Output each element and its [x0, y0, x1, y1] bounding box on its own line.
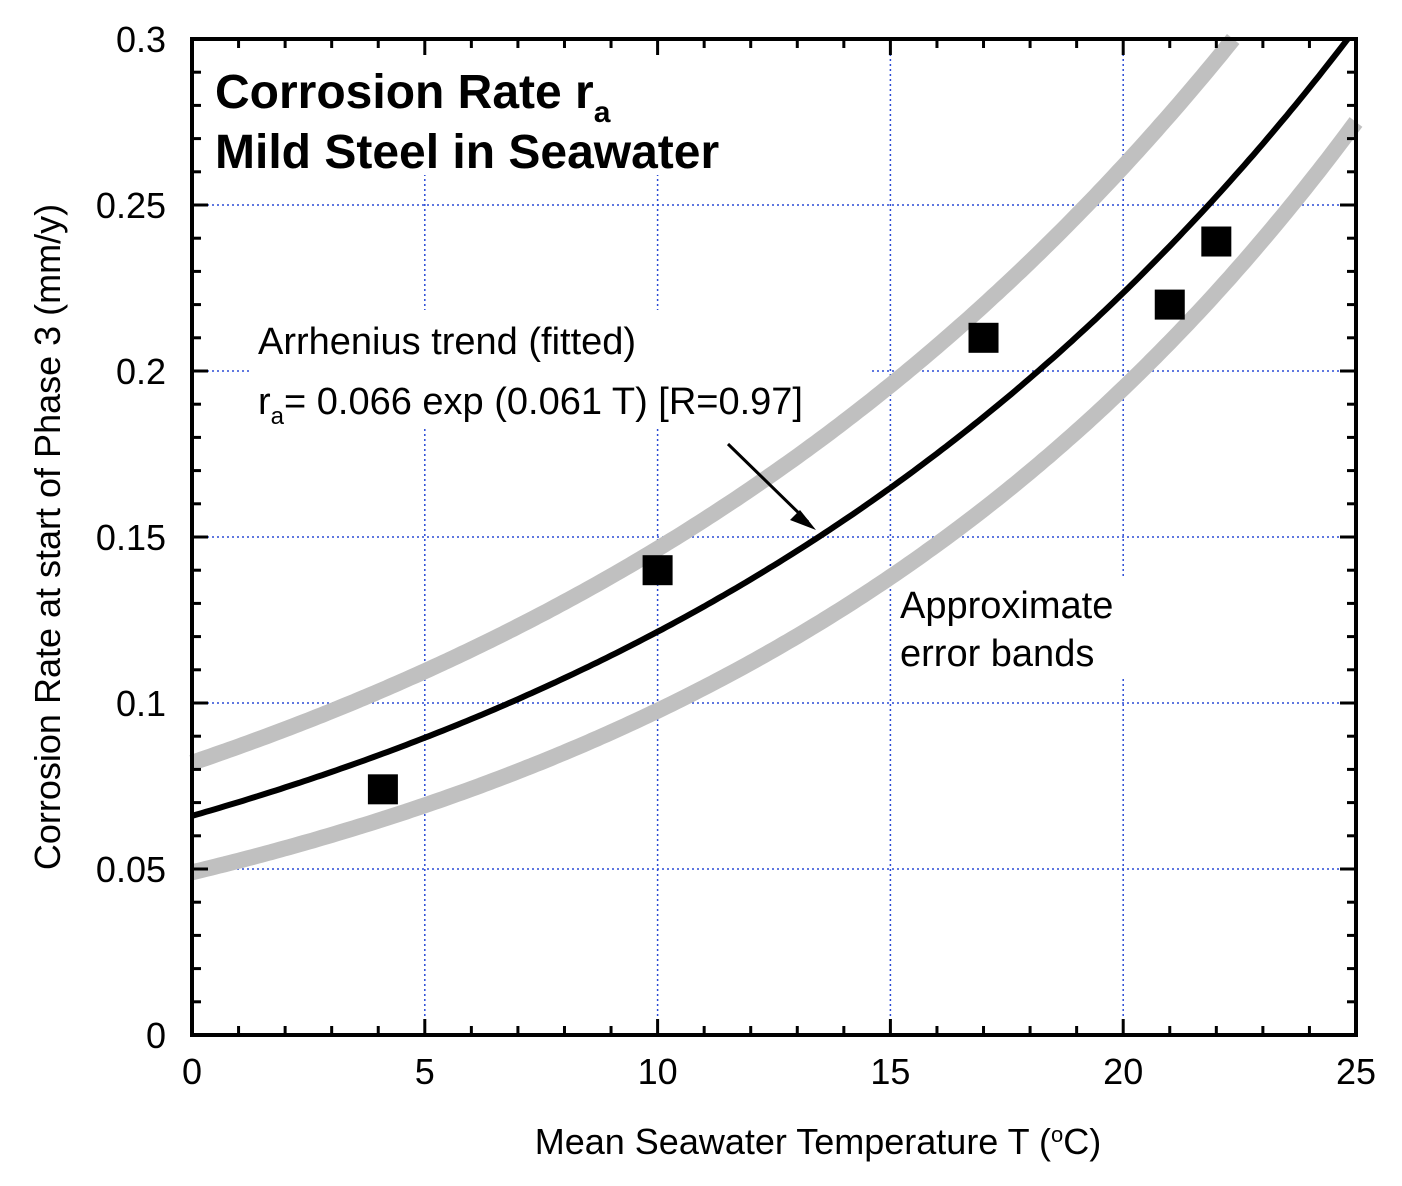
fit-curve — [191, 37, 1351, 819]
error-bands — [189, 33, 1363, 881]
bands-annotation-line2: error bands — [900, 633, 1094, 675]
data-point-4 — [1201, 226, 1232, 257]
x-tick-label-2: 10 — [638, 1051, 678, 1092]
y-tick-label-1: 0.05 — [96, 849, 166, 890]
chart-title-line1: Corrosion Rate ra — [215, 66, 611, 129]
error-band-upper — [189, 33, 1240, 771]
x-axis-title: Mean Seawater Temperature T (oC) — [535, 1121, 1102, 1162]
data-point-0 — [367, 774, 398, 805]
y-tick-label-3: 0.15 — [96, 517, 166, 558]
y-tick-label-0: 0 — [146, 1015, 166, 1056]
y-tick-label-6: 0.3 — [116, 19, 166, 60]
chart-title-line2: Mild Steel in Seawater — [215, 126, 719, 179]
data-point-3 — [1154, 289, 1185, 320]
fit-equation-subscript: a — [271, 403, 285, 430]
y-tick-label-5: 0.25 — [96, 185, 166, 226]
x-axis-title-main: Mean Seawater Temperature T ( — [535, 1121, 1051, 1162]
x-tick-label-3: 15 — [870, 1051, 910, 1092]
fit-equation-r: r — [258, 381, 271, 423]
y-tick-label-2: 0.1 — [116, 683, 166, 724]
x-axis-unit: C) — [1063, 1121, 1101, 1162]
error-band-lower — [190, 117, 1363, 881]
grid-lines — [192, 39, 1356, 1035]
bands-annotation-backdrop — [895, 578, 1145, 678]
y-axis-title: Corrosion Rate at start of Phase 3 (mm/y… — [27, 204, 68, 870]
x-tick-label-5: 25 — [1336, 1051, 1376, 1092]
bands-annotation-line1: Approximate — [900, 585, 1113, 627]
annotation-arrow-head — [790, 510, 816, 530]
fit-equation-body: = 0.066 exp (0.061 T) [R=0.97] — [284, 381, 803, 423]
fit-curve-group — [191, 37, 1351, 819]
fit-annotation-backdrop — [250, 310, 870, 428]
x-tick-label-1: 5 — [415, 1051, 435, 1092]
x-tick-labels: 0 5 10 15 20 25 — [182, 1051, 1376, 1092]
annotation-arrow-shaft — [726, 442, 810, 524]
y-tick-label-4: 0.2 — [116, 351, 166, 392]
chart-title-subscript: a — [594, 96, 611, 129]
data-points — [367, 226, 1232, 805]
x-tick-label-0: 0 — [182, 1051, 202, 1092]
fit-annotation-label: Arrhenius trend (fitted) — [258, 321, 636, 363]
axis-ticks — [190, 37, 1358, 1037]
x-tick-label-4: 20 — [1103, 1051, 1143, 1092]
fit-annotation-equation: ra= 0.066 exp (0.061 T) [R=0.97] — [258, 381, 803, 430]
y-tick-labels: 0 0.05 0.1 0.15 0.2 0.25 0.3 — [96, 19, 166, 1056]
x-axis-degree: o — [1051, 1122, 1063, 1147]
title-backdrop — [210, 55, 795, 175]
data-point-1 — [642, 555, 673, 586]
chart-title-main: Corrosion Rate r — [215, 66, 594, 119]
data-point-2 — [968, 322, 999, 353]
